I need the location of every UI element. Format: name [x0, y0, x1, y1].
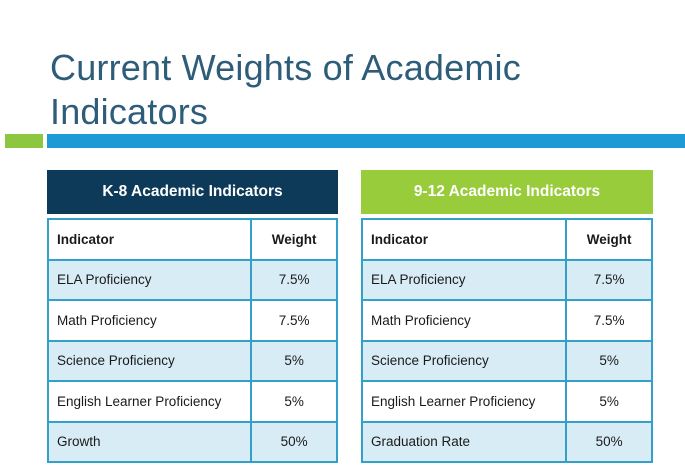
table-row: English Learner Proficiency 5%: [46, 380, 338, 423]
accent-bar-green: [5, 134, 43, 148]
indicator-cell: English Learner Proficiency: [46, 380, 253, 423]
column-header-indicator: Indicator: [46, 218, 253, 261]
weight-cell: 5%: [250, 339, 338, 382]
weight-cell: 5%: [565, 339, 653, 382]
table-header-row: Indicator Weight: [46, 218, 338, 261]
table-row: Science Proficiency 5%: [46, 339, 338, 382]
indicator-cell: ELA Proficiency: [46, 258, 253, 301]
column-header-weight: Weight: [250, 218, 338, 261]
weight-cell: 50%: [565, 420, 653, 463]
column-header-weight: Weight: [565, 218, 653, 261]
weight-cell: 7.5%: [565, 299, 653, 342]
table-row: Math Proficiency 7.5%: [360, 299, 653, 342]
slide-title: Current Weights of Academic Indicators: [50, 47, 521, 132]
table-row: Science Proficiency 5%: [360, 339, 653, 382]
weight-cell: 50%: [250, 420, 338, 463]
hs-weights-table: Indicator Weight ELA Proficiency 7.5% Ma…: [360, 218, 653, 463]
indicator-cell: ELA Proficiency: [360, 258, 568, 301]
table-row: Growth 50%: [46, 420, 338, 463]
accent-bar-blue: [47, 134, 685, 148]
indicator-cell: Graduation Rate: [360, 420, 568, 463]
table-row: Math Proficiency 7.5%: [46, 299, 338, 342]
table-row: English Learner Proficiency 5%: [360, 380, 653, 423]
table-row: ELA Proficiency 7.5%: [360, 258, 653, 301]
k8-table-header: K-8 Academic Indicators: [47, 170, 338, 214]
weight-cell: 7.5%: [565, 258, 653, 301]
weight-cell: 7.5%: [250, 258, 338, 301]
k8-indicators-panel: K-8 Academic Indicators Indicator Weight…: [46, 170, 338, 463]
k8-weights-table: Indicator Weight ELA Proficiency 7.5% Ma…: [46, 218, 338, 463]
table-header-row: Indicator Weight: [360, 218, 653, 261]
weight-cell: 7.5%: [250, 299, 338, 342]
weight-cell: 5%: [565, 380, 653, 423]
indicator-cell: Science Proficiency: [46, 339, 253, 382]
indicator-cell: Growth: [46, 420, 253, 463]
indicator-cell: English Learner Proficiency: [360, 380, 568, 423]
column-header-indicator: Indicator: [360, 218, 568, 261]
hs-table-header: 9-12 Academic Indicators: [361, 170, 653, 214]
indicator-cell: Science Proficiency: [360, 339, 568, 382]
hs-indicators-panel: 9-12 Academic Indicators Indicator Weigh…: [360, 170, 653, 463]
indicator-cell: Math Proficiency: [360, 299, 568, 342]
table-row: ELA Proficiency 7.5%: [46, 258, 338, 301]
indicator-cell: Math Proficiency: [46, 299, 253, 342]
weight-cell: 5%: [250, 380, 338, 423]
table-row: Graduation Rate 50%: [360, 420, 653, 463]
